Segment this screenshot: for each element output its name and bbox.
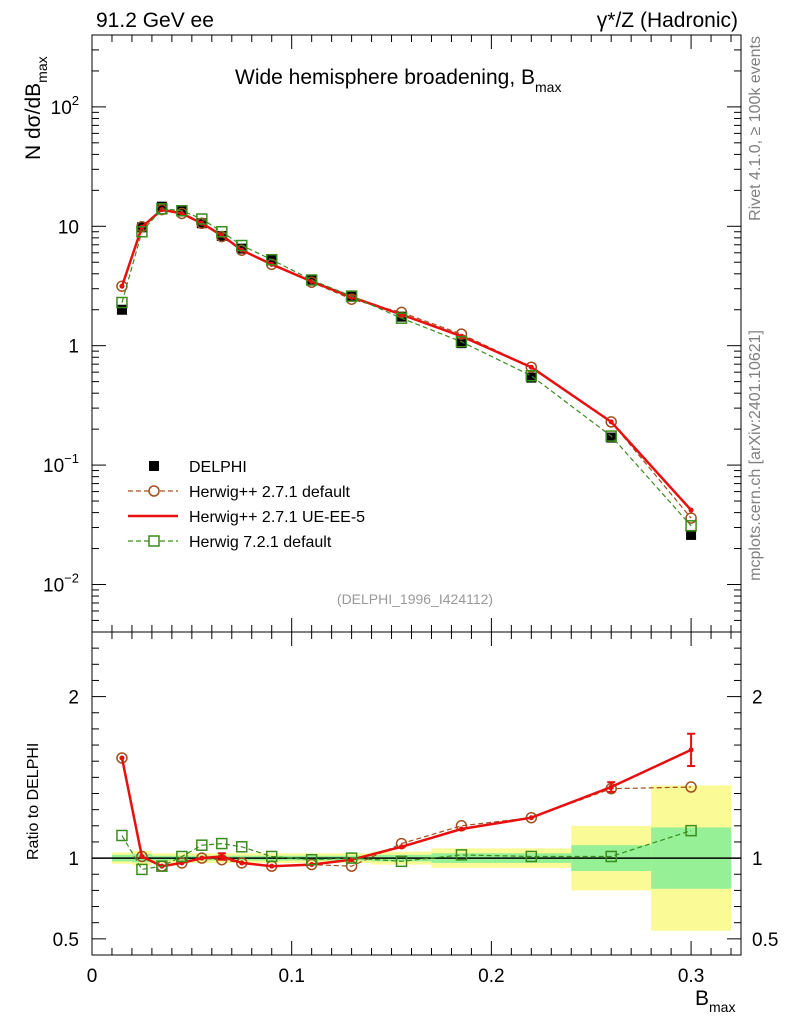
data-point-herwigpp-default [525,361,538,373]
ratio-point-herwig7-default [156,860,168,872]
ratio-point-herwig7-default [176,850,188,863]
legend-label: Herwig 7.2.1 default [189,534,332,551]
data-point-herwigpp-ueee5 [309,278,315,284]
data-point-herwigpp-ueee5 [608,419,614,425]
data-point-herwigpp-ueee5 [119,283,125,289]
data-point-herwig7-default [455,335,468,348]
plot-title: Wide hemisphere broadening, Bmax [235,66,561,95]
ratio-point-herwig7-default [236,841,248,853]
x-tick-label: 0.1 [278,966,304,987]
data-point-delphi [156,201,167,212]
y-tick-label: 10−2 [43,570,79,596]
data-point-herwig7-default [236,239,248,252]
legend-marker-herwig7-default [148,535,160,547]
ratio-y-tick-label-right: 1 [752,849,763,870]
ratio-point-herwig7-default [395,855,408,868]
data-point-herwig7-default [605,430,617,442]
legend-label: DELPHI [189,459,247,476]
ratio-point-herwigpp-ueee5 [269,863,275,869]
ratio-point-herwig7-default [685,824,697,837]
data-point-delphi [686,529,697,540]
y-tick-label: 1 [68,337,79,358]
header-right-label: γ*/Z (Hadronic) [597,9,738,32]
series-line-herwig7-default [121,208,692,527]
ratio-line-herwig7-default [121,830,692,871]
legend-label: Herwig++ 2.7.1 UE-EE-5 [189,509,365,526]
ratio-point-herwigpp-ueee5 [199,855,205,861]
x-tick-label: 0 [87,966,98,987]
data-point-delphi [526,372,537,383]
ratio-point-herwigpp-default [685,781,697,793]
ratio-point-herwig7-default [455,849,468,861]
data-point-delphi [456,338,467,349]
data-point-herwig7-default [196,213,208,225]
legend-marker-herwigpp-default [148,485,160,497]
ratio-y-tick-label: 1 [68,849,79,870]
ratio-point-herwigpp-ueee5 [528,815,534,821]
ratio-point-herwigpp-ueee5 [399,844,405,850]
header-left-label: 91.2 GeV ee [96,9,214,32]
ratio-point-herwig7-default [345,852,358,864]
x-tick-label: 0.2 [478,966,504,987]
data-point-herwig7-default [395,312,408,324]
ratio-y-tick-label: 0.5 [53,930,79,951]
ratio-point-herwigpp-ueee5 [239,860,245,866]
data-point-herwig7-default [305,274,318,286]
legend-marker-delphi [149,461,159,471]
data-point-herwigpp-ueee5 [179,210,185,216]
main-panel: Wide hemisphere broadening, Bmax (DELPHI… [43,34,741,633]
legend-label: Herwig++ 2.7.1 default [189,484,351,501]
ratio-point-herwigpp-ueee5 [458,826,464,832]
data-point-herwig7-default [685,520,697,532]
ratio-panel: 0 0.1 0.2 0.3 0.5 0.5 1 1 2 2 [53,631,778,987]
data-point-delphi [606,432,617,443]
ratio-y-tick-label-right: 2 [752,688,763,709]
data-point-herwig7-default [116,296,128,309]
y-tick-label: 10 [58,217,79,238]
data-point-herwigpp-default [605,416,617,428]
data-point-herwigpp-default [685,512,697,524]
legend: DELPHI Herwig++ 2.7.1 default Herwig++ 2.7… [128,459,365,551]
ratio-point-herwig7-default [136,863,148,876]
y-tick-label: 102 [51,93,79,119]
ratio-point-herwig7-default [196,839,208,851]
y-axis-label: N dσ/dBmax [22,56,50,160]
ratio-y-axis-label: Ratio to DELPHI [25,743,42,860]
data-point-herwig7-default [345,290,358,302]
mcplots-label: mcplots.cern.ch [arXiv:2401.10621] [747,330,764,581]
ratio-point-herwig7-default [525,850,538,863]
data-point-herwigpp-ueee5 [688,507,694,513]
ratio-point-herwig7-default [605,850,617,863]
data-point-herwig7-default [265,253,278,266]
ratio-y-tick-label-right: 0.5 [752,930,778,951]
ratio-point-herwig7-default [116,829,128,842]
x-tick-label: 0.3 [678,966,704,987]
data-point-herwig7-default [156,203,168,215]
data-point-herwig7-default [176,204,188,217]
ratio-frame [91,631,742,956]
ratio-point-herwig7-default [216,837,228,850]
ratio-point-herwig7-default [265,850,278,863]
ratio-point-herwigpp-ueee5 [119,755,125,761]
analysis-id-label: (DELPHI_1996_I424112) [337,591,493,607]
ratio-point-herwigpp-ueee5 [139,853,145,859]
rivet-version-label: Rivet 4.1.0, ≥ 100k events [747,36,764,221]
ratio-point-herwig7-default [305,853,318,866]
y-tick-label: 10−1 [43,451,79,477]
data-point-herwigpp-ueee5 [199,220,205,226]
data-point-herwig7-default [136,225,148,238]
x-axis-label: Bmax [695,987,735,1015]
ratio-y-tick-label: 2 [68,688,79,709]
data-point-herwigpp-ueee5 [528,364,534,370]
data-point-herwig7-default [216,225,228,238]
data-point-herwig7-default [525,370,538,382]
data-point-delphi [116,304,127,315]
